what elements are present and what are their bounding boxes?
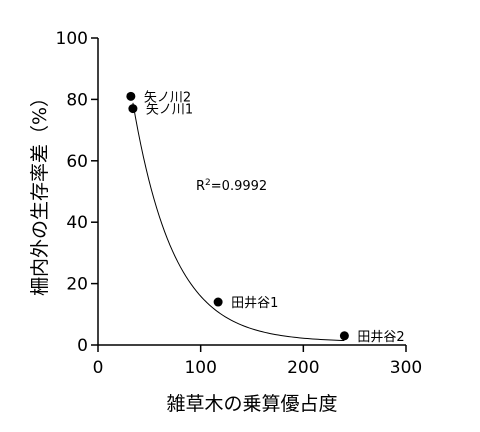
y-axis-title: 柵内外の生存率差（%）: [29, 88, 51, 296]
data-point: [128, 104, 138, 114]
ticks: 0 20 40 60 80 100 0 100 200 300: [56, 29, 423, 378]
x-axis-title: 雑草木の乗算優占度: [166, 393, 337, 415]
point-label: 矢ノ川2: [144, 90, 191, 105]
r-squared-annotation: R2=0.9992: [196, 178, 267, 194]
point-label: 矢ノ川1: [146, 103, 193, 118]
y-tick-label: 60: [66, 152, 88, 172]
data-point: [339, 331, 349, 341]
data-point: [126, 91, 136, 101]
point-label: 田井谷1: [231, 296, 278, 311]
point-label: 田井谷2: [357, 330, 404, 345]
y-tick-label: 20: [66, 275, 88, 295]
y-tick-label: 40: [66, 213, 88, 233]
y-tick-label: 0: [77, 336, 88, 356]
data-point: [213, 297, 223, 307]
fit-curve: [132, 102, 345, 342]
axes: [97, 38, 406, 346]
y-tick-label: 100: [56, 29, 88, 49]
x-tick-label: 100: [184, 358, 216, 378]
x-tick-label: 200: [287, 358, 319, 378]
x-tick-label: 0: [93, 358, 104, 378]
y-tick-label: 80: [66, 90, 88, 110]
x-tick-label: 300: [390, 358, 422, 378]
